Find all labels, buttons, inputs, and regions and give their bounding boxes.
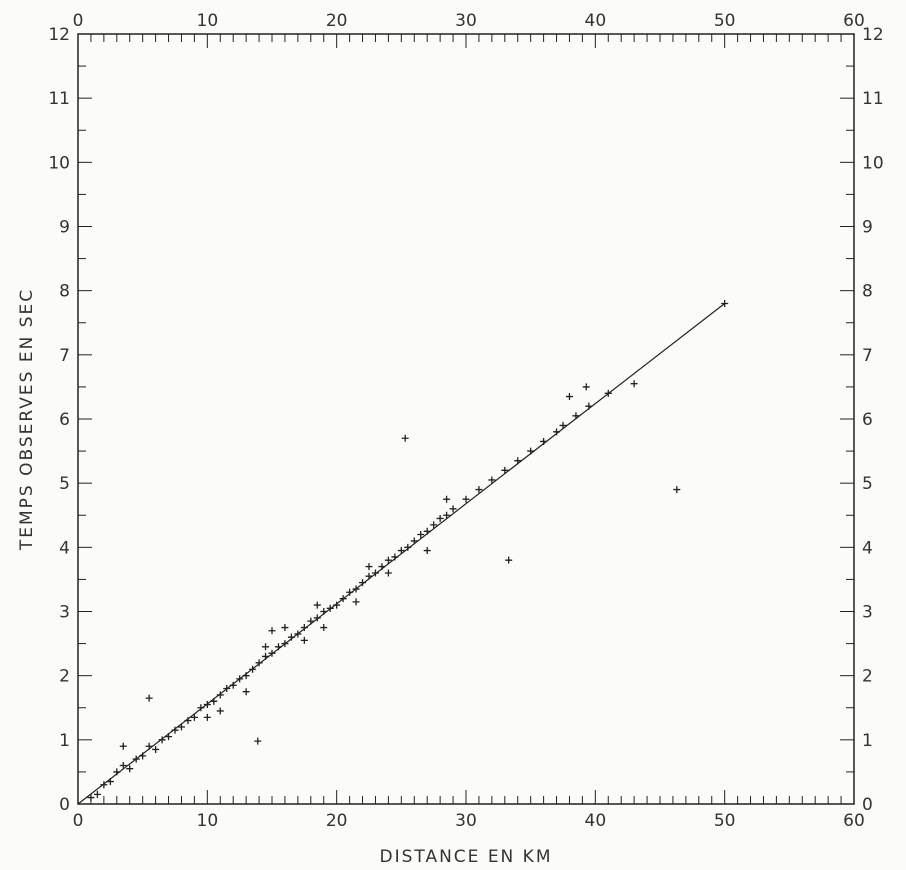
y-tick-label-left: 0 (59, 795, 70, 815)
y-tick-label-left: 10 (48, 153, 70, 173)
data-point (313, 614, 321, 622)
y-tick-label-left: 9 (59, 218, 70, 238)
y-tick-label-right: 1 (862, 731, 873, 751)
y-tick-label-right: 8 (862, 282, 873, 302)
x-axis-title: DISTANCE EN KM (380, 847, 553, 867)
data-points (77, 300, 729, 805)
data-point (158, 736, 166, 744)
data-point (126, 765, 134, 773)
data-point (417, 531, 425, 538)
data-point (145, 694, 153, 702)
data-point (281, 624, 289, 632)
data-point (401, 434, 409, 442)
data-point (119, 742, 127, 750)
y-tick-label-right: 0 (862, 795, 873, 815)
data-point (462, 495, 470, 503)
data-point (190, 713, 198, 721)
data-point (216, 707, 224, 715)
tick-marks (77, 33, 855, 805)
data-point (430, 521, 438, 529)
data-point (673, 486, 681, 494)
y-tick-label-left: 6 (59, 410, 70, 430)
data-point (384, 556, 392, 564)
data-point (565, 393, 573, 401)
y-tick-label-right: 9 (862, 218, 873, 238)
data-point (100, 781, 108, 789)
data-point (365, 563, 373, 571)
plot-frame (77, 33, 855, 805)
data-point (449, 505, 457, 513)
y-tick-label-left: 11 (48, 89, 70, 109)
data-point (300, 636, 308, 644)
data-point (630, 380, 638, 388)
data-point (721, 300, 729, 307)
data-point (320, 624, 328, 632)
y-tick-label-right: 6 (862, 410, 873, 430)
data-point (443, 495, 451, 503)
x-tick-label-top: 20 (326, 11, 348, 31)
data-point (262, 643, 270, 651)
x-tick-label-top: 50 (714, 11, 736, 31)
y-tick-label-left: 7 (59, 346, 70, 366)
data-point (87, 794, 95, 802)
y-tick-label-left: 12 (48, 25, 70, 45)
x-tick-label-top: 0 (73, 11, 84, 31)
data-point (582, 383, 590, 391)
data-point (255, 659, 263, 667)
x-tick-label-bottom: 20 (326, 811, 348, 831)
data-point (559, 421, 567, 429)
y-tick-label-right: 3 (862, 603, 873, 623)
x-tick-label-bottom: 40 (585, 811, 607, 831)
y-tick-label-right: 4 (862, 538, 873, 558)
x-tick-label-top: 10 (197, 11, 219, 31)
data-point (352, 598, 360, 606)
data-point (505, 556, 513, 564)
data-point (488, 476, 496, 484)
data-point (384, 569, 392, 577)
x-tick-label-bottom: 0 (73, 811, 84, 831)
data-point (423, 547, 431, 555)
x-tick-label-bottom: 60 (843, 811, 865, 831)
y-tick-label-left: 5 (59, 474, 70, 494)
fit-line (77, 303, 726, 805)
x-tick-label-bottom: 10 (197, 811, 219, 831)
y-tick-label-left: 4 (59, 538, 70, 558)
data-point (93, 790, 101, 798)
x-tick-label-bottom: 50 (714, 811, 736, 831)
x-tick-label-top: 30 (455, 11, 477, 31)
x-tick-label-top: 60 (843, 11, 865, 31)
y-tick-label-right: 10 (862, 153, 884, 173)
x-tick-label-top: 40 (585, 11, 607, 31)
data-point (475, 486, 483, 494)
data-point (436, 514, 444, 522)
data-point (313, 601, 321, 609)
y-tick-label-right: 2 (862, 667, 873, 687)
data-point (254, 737, 262, 745)
data-point (443, 511, 451, 519)
y-tick-label-right: 11 (862, 89, 884, 109)
y-tick-label-right: 12 (862, 25, 884, 45)
data-point (268, 627, 276, 635)
y-tick-label-left: 3 (59, 603, 70, 623)
y-tick-label-right: 5 (862, 474, 873, 494)
data-point (119, 762, 127, 769)
y-axis-title: TEMPS OBSERVES EN SEC (17, 288, 37, 551)
y-tick-label-left: 2 (59, 667, 70, 687)
data-point (152, 745, 160, 753)
data-point (216, 691, 224, 699)
y-tick-label-left: 8 (59, 282, 70, 302)
y-tick-label-right: 7 (862, 346, 873, 366)
x-tick-label-bottom: 30 (455, 811, 477, 831)
y-tick-label-left: 1 (59, 731, 70, 751)
data-point (501, 466, 509, 474)
data-point (397, 547, 405, 555)
data-point (371, 569, 379, 577)
data-point (203, 713, 211, 721)
data-point (242, 688, 250, 696)
